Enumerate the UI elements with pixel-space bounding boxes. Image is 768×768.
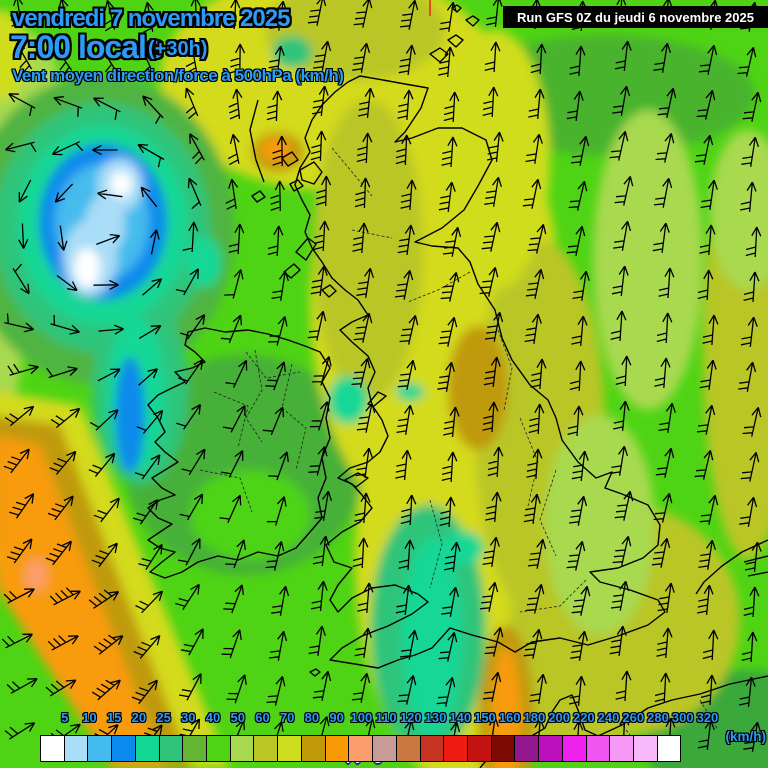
legend-swatch (229, 735, 255, 762)
legend-tick-label: 320 (696, 710, 719, 725)
legend-swatch (466, 735, 492, 762)
legend-swatch (443, 735, 468, 762)
date-line: vendredi 7 novembre 2025 (12, 5, 290, 32)
legend-tick-label: 280 (647, 710, 669, 725)
model-run-box: Run GFS 0Z du jeudi 6 novembre 2025 (503, 6, 768, 28)
legend-swatch (395, 735, 421, 762)
legend-tick-label: 25 (156, 710, 171, 725)
legend-swatch (609, 735, 634, 762)
legend-tick-label: 180 (523, 710, 546, 725)
legend-tick-label: 40 (205, 710, 221, 725)
legend-swatch (632, 735, 658, 762)
legend-swatch (277, 735, 302, 762)
legend-tick-label: 110 (375, 710, 397, 725)
island-anglesey (344, 472, 369, 488)
forecast-offset-label: (+30h) (148, 38, 208, 60)
legend-tick-label: 20 (131, 710, 147, 725)
legend-swatch (324, 735, 350, 762)
model-run-label: Run GFS 0Z du jeudi 6 novembre 2025 (517, 9, 754, 25)
legend-swatch (40, 735, 65, 762)
legend-tick-label: 260 (622, 710, 645, 725)
legend-tick-label: 150 (474, 710, 496, 725)
legend-swatch (253, 735, 279, 762)
legend-swatch (419, 735, 445, 762)
legend-tick-label: 5 (61, 710, 69, 725)
legend-tick-label: 160 (498, 710, 521, 725)
legend-swatch (490, 735, 516, 762)
islands-orkney-shetland (429, 4, 480, 63)
legend-swatch (87, 735, 113, 762)
legend-tick-label: 140 (449, 710, 472, 725)
legend-tick-label: 60 (255, 710, 270, 725)
legend-tick-label: 10 (82, 710, 97, 725)
legend-swatch (134, 735, 160, 762)
legend-swatch (514, 735, 540, 762)
legend-tick-label: 240 (597, 710, 620, 725)
legend-swatch (63, 735, 89, 762)
legend-swatch (372, 735, 397, 762)
legend-swatch (656, 735, 682, 762)
legend-tick-label: 50 (230, 710, 245, 725)
legend-tick-label: 200 (548, 710, 570, 725)
coastline-great-britain (294, 75, 666, 669)
legend-swatch (206, 735, 231, 762)
color-scale (40, 735, 682, 762)
legend-tick-label: 70 (279, 710, 295, 725)
legend-tick-label: 15 (106, 710, 122, 725)
legend-tick-label: 100 (350, 710, 373, 725)
legend-tick-label: 90 (329, 710, 344, 725)
map-subtitle: Vent moyen direction/force à 500hPa (km/… (12, 66, 344, 85)
islands-hebrides (249, 99, 337, 298)
legend-swatch (538, 735, 563, 762)
legend-tick-label: 80 (304, 710, 320, 725)
island-scilly (309, 668, 321, 677)
unit-label: (km/h) (725, 729, 767, 744)
legend-tick-label: 130 (424, 710, 447, 725)
internal-boundaries (199, 147, 719, 763)
legend-swatch (561, 735, 587, 762)
legend-swatch (182, 735, 208, 762)
legend-tick-label: 120 (399, 710, 422, 725)
legend-tick-label: 220 (572, 710, 595, 725)
legend-swatch (111, 735, 136, 762)
legend-swatch (300, 735, 326, 762)
legend-swatch (585, 735, 611, 762)
legend-tick-label: 300 (671, 710, 694, 725)
legend-tick-label: 30 (181, 710, 196, 725)
legend-swatch (158, 735, 184, 762)
legend-swatch (348, 735, 374, 762)
time-line: 7:00 locale (10, 29, 164, 65)
